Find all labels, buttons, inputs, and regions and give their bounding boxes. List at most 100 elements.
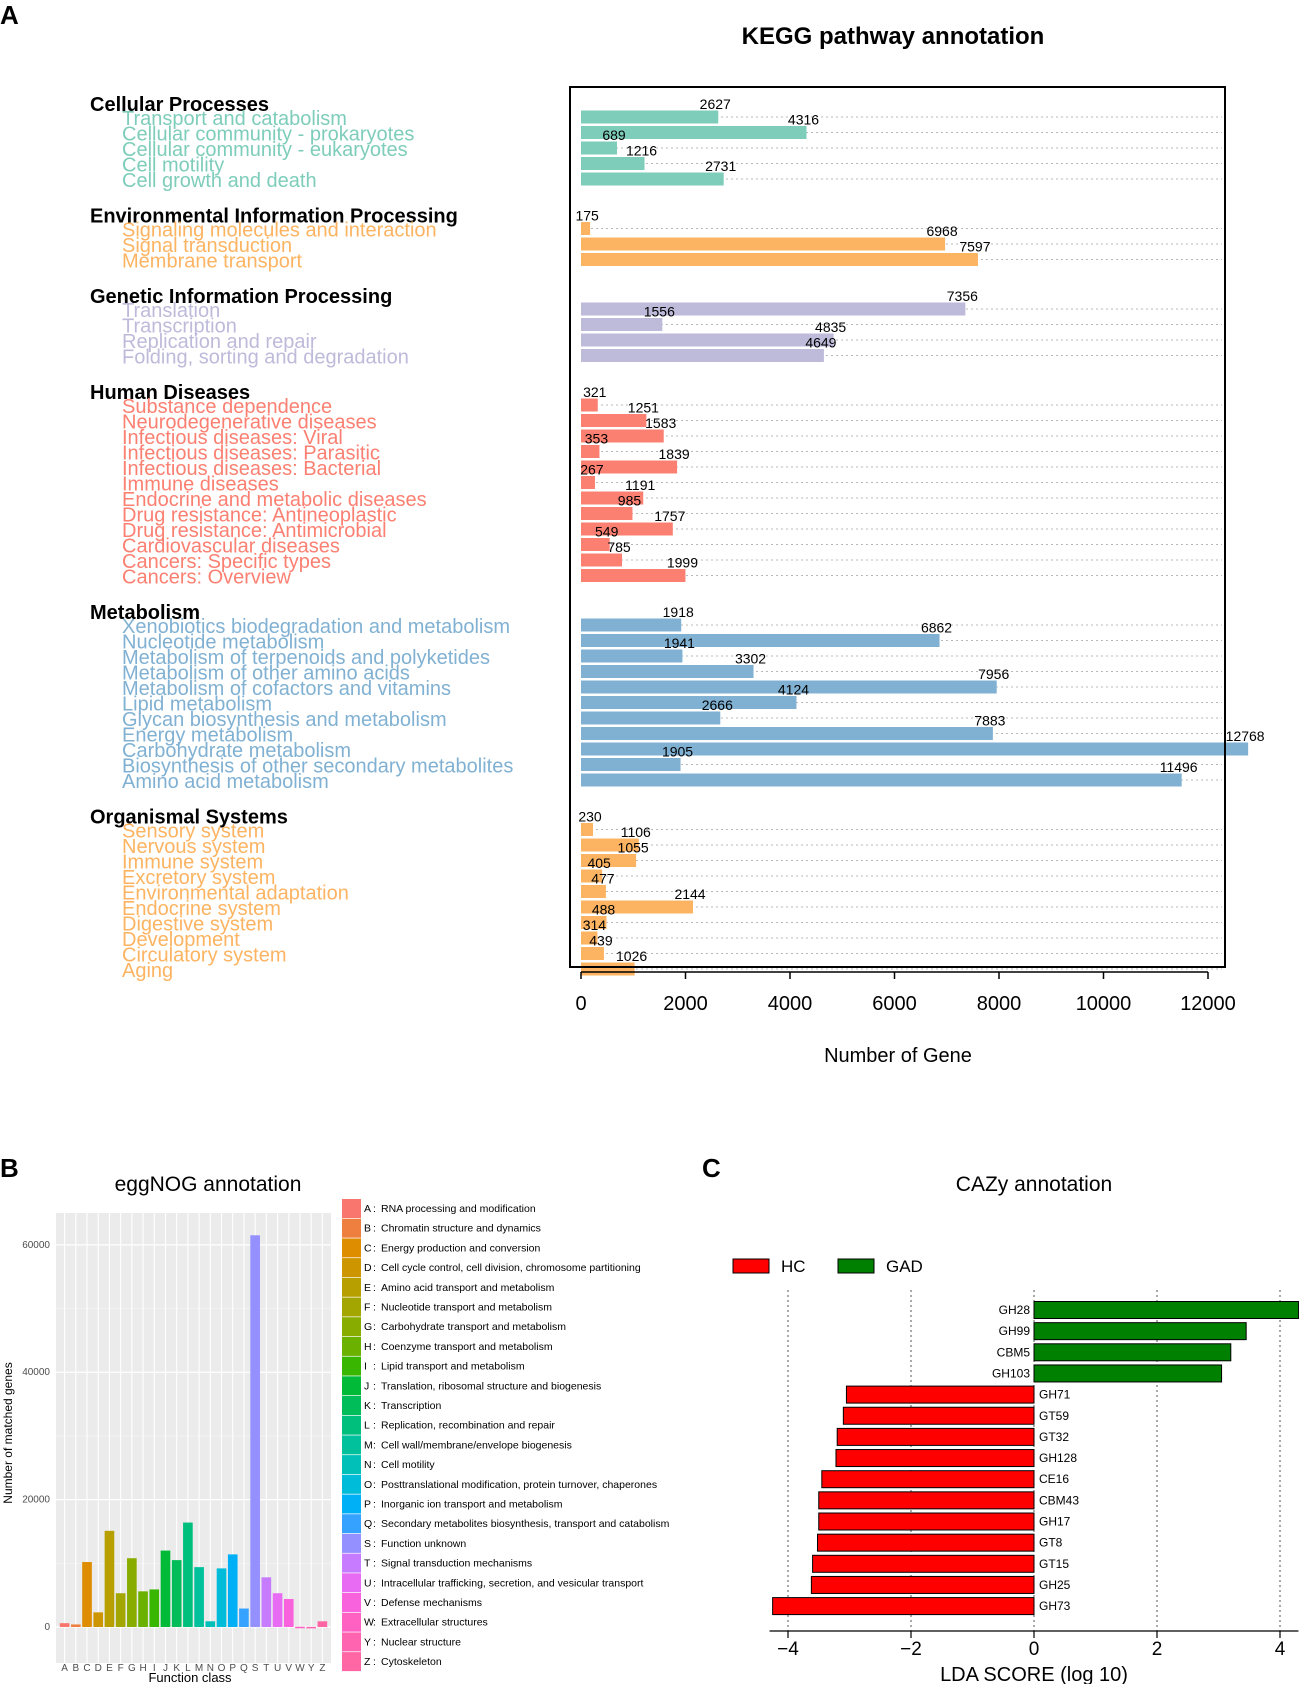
kegg-value-label: 7883: [974, 713, 1005, 729]
cazy-bar: [772, 1597, 1035, 1616]
eggnog-bar: [82, 1562, 92, 1627]
eggnog-legend-code: U: [364, 1577, 372, 1589]
cazy-bar-label: GH128: [1039, 1451, 1077, 1465]
cazy-bar: [1033, 1343, 1232, 1362]
eggnog-title: eggNOG annotation: [115, 1173, 302, 1196]
kegg-category-label: Glycan biosynthesis and metabolism: [122, 709, 447, 731]
kegg-bar: [581, 569, 686, 582]
eggnog-legend-swatch: [342, 1317, 361, 1337]
kegg-bar: [581, 649, 683, 663]
eggnog-bar: [216, 1568, 227, 1627]
eggnog-legend-separator: :: [373, 1656, 376, 1668]
eggnog-legend-swatch: [342, 1435, 361, 1455]
eggnog-x-tick-label: T: [263, 1663, 269, 1674]
kegg-category-label: Translation: [122, 300, 220, 322]
kegg-bar: [581, 110, 719, 124]
kegg-value-label: 405: [587, 855, 611, 871]
kegg-value-label: 230: [578, 809, 602, 825]
eggnog-bar: [283, 1598, 294, 1627]
kegg-category-label: Signaling molecules and interaction: [122, 220, 437, 242]
eggnog-legend-separator: :: [373, 1341, 376, 1353]
eggnog-legend-swatch: [342, 1396, 361, 1415]
kegg-category-label: Cell growth and death: [122, 170, 317, 192]
kegg-x-tick-label: 8000: [977, 993, 1022, 1015]
eggnog-legend-code: Z: [364, 1656, 371, 1668]
cazy-legend-label: HC: [781, 1257, 806, 1276]
eggnog-legend-label: Intracellular trafficking, secretion, an…: [381, 1577, 644, 1589]
kegg-bar: [581, 553, 623, 567]
eggnog-bar: [171, 1560, 182, 1627]
eggnog-legend-separator: :: [373, 1597, 376, 1609]
cazy-x-tick-label: −2: [900, 1639, 922, 1660]
kegg-bar: [581, 711, 721, 725]
kegg-value-label: 4649: [805, 335, 836, 351]
cazy-bar: [817, 1533, 1035, 1552]
kegg-value-label: 12768: [1226, 728, 1265, 744]
eggnog-x-axis-label: Function class: [148, 1670, 232, 1684]
eggnog-legend-separator: :: [373, 1558, 376, 1570]
kegg-group-label: Organismal Systems: [90, 807, 288, 829]
eggnog-bar: [295, 1626, 305, 1629]
eggnog-x-tick-label: Q: [240, 1663, 248, 1674]
eggnog-legend-code: A: [364, 1203, 371, 1215]
kegg-bar: [581, 900, 694, 914]
eggnog-legend-code: P: [364, 1499, 371, 1511]
eggnog-x-tick-label: N: [207, 1663, 214, 1674]
eggnog-x-tick-label: P: [229, 1663, 236, 1674]
kegg-bar: [581, 696, 797, 709]
kegg-category-label: Xenobiotics biodegradation and metabolis…: [122, 616, 510, 638]
kegg-bar: [581, 885, 606, 898]
kegg-bar: [581, 333, 834, 347]
kegg-bar: [581, 823, 594, 836]
eggnog-x-tick-label: J: [163, 1663, 168, 1674]
kegg-bar: [581, 318, 663, 331]
kegg-value-label: 2666: [702, 697, 733, 713]
cazy-bar-label: GT59: [1039, 1409, 1069, 1423]
eggnog-x-tick-label: C: [83, 1663, 90, 1674]
eggnog-legend-separator: :: [373, 1223, 376, 1235]
eggnog-legend-label: Energy production and conversion: [381, 1242, 541, 1254]
kegg-bar: [581, 253, 978, 266]
kegg-value-label: 314: [583, 917, 607, 933]
eggnog-x-tick-label: U: [274, 1663, 281, 1674]
cazy-title: CAZy annotation: [956, 1173, 1112, 1196]
kegg-value-label: 985: [618, 493, 642, 509]
kegg-x-tick-label: 4000: [768, 993, 813, 1015]
kegg-bar: [581, 727, 993, 740]
eggnog-bar: [205, 1621, 216, 1627]
kegg-category-label: Membrane transport: [122, 251, 303, 273]
kegg-value-label: 1918: [663, 604, 694, 620]
eggnog-bar: [160, 1550, 171, 1627]
kegg-x-tick-label: 2000: [663, 993, 708, 1015]
kegg-category-label: Cell motility: [122, 155, 224, 177]
eggnog-legend-code: N: [364, 1459, 372, 1471]
eggnog-legend-label: Coenzyme transport and metabolism: [381, 1341, 553, 1353]
kegg-value-label: 175: [575, 208, 599, 224]
kegg-bar: [581, 414, 647, 427]
cazy-bar: [836, 1427, 1035, 1446]
kegg-bar: [581, 665, 754, 678]
eggnog-legend-separator: :: [373, 1617, 376, 1629]
eggnog-legend-label: RNA processing and modification: [381, 1203, 536, 1215]
eggnog-bar: [183, 1522, 193, 1627]
eggnog-legend-label: Amino acid transport and metabolism: [381, 1282, 555, 1294]
eggnog-legend-swatch: [342, 1632, 361, 1652]
kegg-bar: [581, 222, 591, 235]
kegg-value-label: 2627: [700, 96, 731, 112]
eggnog-legend-label: Translation, ribosomal structure and bio…: [381, 1380, 601, 1392]
kegg-bar: [581, 538, 610, 551]
kegg-category-label: Development: [122, 929, 240, 951]
kegg-bar: [581, 522, 673, 536]
eggnog-legend-label: Posttranslational modification, protein …: [381, 1479, 657, 1491]
kegg-category-label: Transcription: [122, 316, 237, 338]
eggnog-legend-swatch: [342, 1218, 361, 1238]
cazy-bar-label: GH73: [1039, 1599, 1071, 1613]
kegg-value-label: 785: [607, 539, 631, 555]
eggnog-bar: [127, 1558, 137, 1627]
kegg-category-label: Cardiovascular diseases: [122, 536, 340, 558]
eggnog-legend-swatch: [342, 1652, 361, 1672]
cazy-bar: [812, 1554, 1035, 1573]
eggnog-legend-code: C: [364, 1242, 372, 1254]
eggnog-bar: [239, 1608, 249, 1627]
